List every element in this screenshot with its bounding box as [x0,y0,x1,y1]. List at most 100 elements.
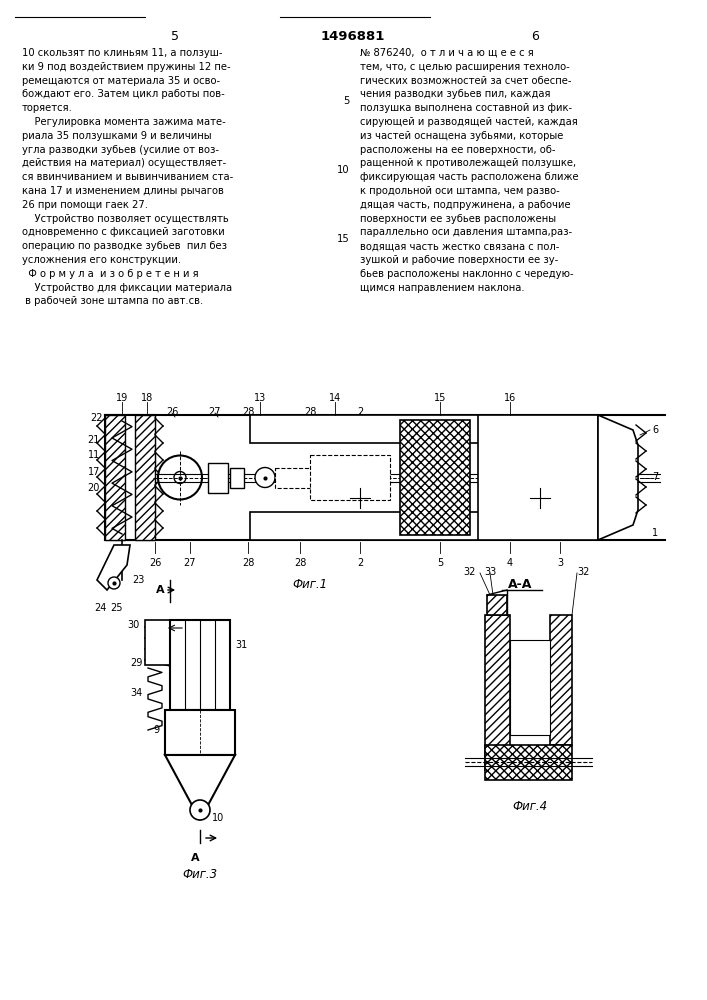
Text: 27: 27 [184,558,197,568]
Text: 19: 19 [116,393,128,403]
Text: гических возможностей за счет обеспе-: гических возможностей за счет обеспе- [360,76,571,86]
Text: 23: 23 [132,575,144,585]
Text: 26: 26 [148,558,161,568]
Text: 10: 10 [337,165,350,175]
Text: 15: 15 [434,393,446,403]
Circle shape [174,472,186,484]
Circle shape [255,468,275,488]
Text: ремещаются от материала 35 и осво-: ремещаются от материала 35 и осво- [22,76,220,86]
Text: А: А [156,585,165,595]
Polygon shape [598,415,638,540]
Text: в рабочей зоне штампа по авт.св.: в рабочей зоне штампа по авт.св. [22,296,203,306]
Text: фиксирующая часть расположена ближе: фиксирующая часть расположена ближе [360,172,578,182]
Text: 2: 2 [357,407,363,417]
Text: операцию по разводке зубьев  пил без: операцию по разводке зубьев пил без [22,241,227,251]
Text: 20: 20 [88,483,100,493]
Text: А-А: А-А [508,578,532,591]
Text: водящая часть жестко связана с пол-: водящая часть жестко связана с пол- [360,241,559,251]
Bar [250,415,500,443]
Text: 3: 3 [557,558,563,568]
Text: 28: 28 [304,407,316,417]
Text: ся ввинчиванием и вывинчиванием ста-: ся ввинчиванием и вывинчиванием ста- [22,172,233,182]
Circle shape [158,456,202,499]
Bar [550,615,572,745]
Text: 21: 21 [88,435,100,445]
Text: А: А [191,853,199,863]
Text: 10: 10 [212,813,224,823]
Text: 4: 4 [507,558,513,568]
Bar [145,620,170,665]
Text: бьев расположены наклонно с чередую-: бьев расположены наклонно с чередую- [360,269,573,279]
Text: параллельно оси давления штампа,раз-: параллельно оси давления штампа,раз- [360,227,572,237]
Polygon shape [165,755,235,820]
Polygon shape [97,545,130,590]
Text: 5: 5 [344,96,350,106]
Text: угла разводки зубьев (усилие от воз-: угла разводки зубьев (усилие от воз- [22,145,219,155]
Text: из частей оснащена зубьями, которые: из частей оснащена зубьями, которые [360,131,563,141]
Text: сирующей и разводящей частей, каждая: сирующей и разводящей частей, каждая [360,117,578,127]
Text: 29: 29 [131,658,143,668]
Text: 13: 13 [254,393,266,403]
Text: 1: 1 [652,528,658,538]
Circle shape [190,800,210,820]
Text: Фиг.4: Фиг.4 [513,800,547,813]
Text: Устройство для фиксации материала: Устройство для фиксации материала [22,283,232,293]
Text: 14: 14 [329,393,341,403]
Text: одновременно с фиксацией заготовки: одновременно с фиксацией заготовки [22,227,225,237]
Text: Устройство позволяет осуществлять: Устройство позволяет осуществлять [22,214,229,224]
Text: к продольной оси штампа, чем разво-: к продольной оси штампа, чем разво- [360,186,560,196]
Text: поверхности ее зубьев расположены: поверхности ее зубьев расположены [360,214,556,224]
Text: Регулировка момента зажима мате-: Регулировка момента зажима мате- [22,117,226,127]
Text: 28: 28 [294,558,306,568]
Text: 25: 25 [110,603,122,613]
Bar [165,710,235,755]
Text: 30: 30 [128,620,140,630]
Text: тем, что, с целью расширения техноло-: тем, что, с целью расширения техноло- [360,62,570,72]
Text: чения разводки зубьев пил, каждая: чения разводки зубьев пил, каждая [360,89,551,99]
Text: ползушка выполнена составной из фик-: ползушка выполнена составной из фик- [360,103,572,113]
Text: ращенной к противолежащей ползушке,: ращенной к противолежащей ползушке, [360,158,576,168]
Text: 18: 18 [141,393,153,403]
Text: 5: 5 [437,558,443,568]
Text: Фиг.3: Фиг.3 [182,868,218,881]
Bar [310,455,390,500]
Text: ки 9 под воздействием пружины 12 пе-: ки 9 под воздействием пружины 12 пе- [22,62,230,72]
Bar [135,415,155,540]
Text: 1496881: 1496881 [321,30,385,43]
Text: торяется.: торяется. [22,103,73,113]
Text: 33: 33 [484,567,496,577]
Text: щимся направлением наклона.: щимся направлением наклона. [360,283,525,293]
Text: 26: 26 [166,407,178,417]
Bar [105,415,125,540]
Text: 9: 9 [154,725,160,735]
Text: 11: 11 [88,450,100,460]
Bar [485,615,510,770]
Bar [510,640,550,735]
Bar [487,595,507,615]
Text: 32: 32 [577,567,590,577]
Text: 10 скользят по клиньям 11, а ползуш-: 10 скользят по клиньям 11, а ползуш- [22,48,223,58]
Text: 28: 28 [242,558,255,568]
Text: бождают его. Затем цикл работы пов-: бождают его. Затем цикл работы пов- [22,89,225,99]
Text: 34: 34 [131,688,143,698]
Bar [250,512,500,540]
Bar [275,468,380,488]
Text: кана 17 и изменением длины рычагов: кана 17 и изменением длины рычагов [22,186,224,196]
Text: расположены на ее поверхности, об-: расположены на ее поверхности, об- [360,145,556,155]
Text: Ф о р м у л а  и з о б р е т е н и я: Ф о р м у л а и з о б р е т е н и я [22,269,199,279]
Bar [400,420,470,535]
Text: 24: 24 [94,603,106,613]
Bar [208,462,228,492]
Bar [230,468,244,488]
Text: 15: 15 [337,234,350,244]
Text: 6: 6 [652,425,658,435]
Text: дящая часть, подпружинена, а рабочие: дящая часть, подпружинена, а рабочие [360,200,571,210]
Circle shape [108,577,120,589]
Text: усложнения его конструкции.: усложнения его конструкции. [22,255,181,265]
Text: Фиг.1: Фиг.1 [293,578,327,591]
Text: 6: 6 [531,30,539,43]
Text: риала 35 ползушками 9 и величины: риала 35 ползушками 9 и величины [22,131,211,141]
Text: действия на материал) осуществляет-: действия на материал) осуществляет- [22,158,226,168]
Text: 22: 22 [90,413,103,423]
Bar [170,620,230,710]
